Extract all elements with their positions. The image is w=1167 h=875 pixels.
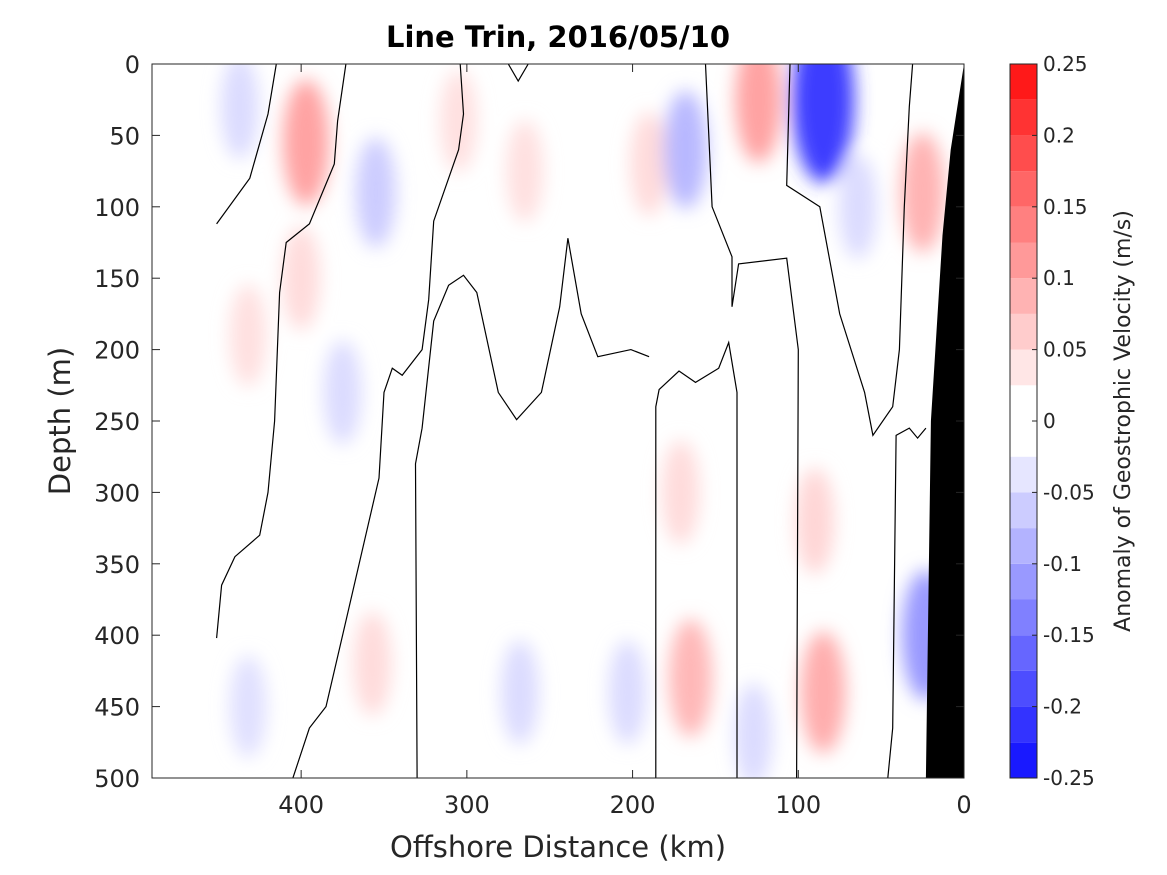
colorbar-segment bbox=[1010, 171, 1037, 207]
zero-contour-line bbox=[216, 64, 277, 225]
y-axis-title: Depth (m) bbox=[43, 347, 77, 495]
anomaly-patch bbox=[734, 683, 773, 778]
zero-contours bbox=[216, 64, 927, 778]
x-tick-label: 0 bbox=[956, 791, 971, 819]
y-tick-label: 50 bbox=[109, 122, 140, 150]
colorbar-segment bbox=[1010, 528, 1037, 564]
chart-title: Line Trin, 2016/05/10 bbox=[386, 20, 730, 54]
colorbar-tick-label: -0.25 bbox=[1043, 766, 1095, 790]
y-tick-label: 500 bbox=[94, 765, 140, 793]
colorbar-tick-label: -0.05 bbox=[1043, 480, 1095, 504]
colorbar-segment bbox=[1010, 670, 1037, 707]
anomaly-fields bbox=[221, 64, 950, 778]
colorbar-segment bbox=[1010, 135, 1037, 172]
colorbar-tick-label: 0.25 bbox=[1043, 52, 1088, 76]
colorbar-segment bbox=[1010, 99, 1037, 136]
anomaly-patch bbox=[323, 340, 362, 445]
y-tick-label: 150 bbox=[94, 265, 140, 293]
zero-contour-line bbox=[786, 64, 914, 437]
anomaly-patch bbox=[501, 640, 539, 745]
colorbar-segment bbox=[1010, 421, 1037, 457]
x-tick-label: 200 bbox=[610, 791, 656, 819]
colorbar-segment bbox=[1010, 563, 1037, 600]
anomaly-patch bbox=[661, 440, 700, 545]
zero-contour-line bbox=[216, 64, 347, 639]
anomaly-patch bbox=[355, 137, 396, 248]
anomaly-patch bbox=[282, 226, 320, 331]
colorbar-tick-label: 0 bbox=[1043, 409, 1056, 433]
colorbar-segment bbox=[1010, 64, 1037, 100]
x-axis: 400 300 200 100 0 bbox=[278, 64, 972, 819]
colorbar-segment bbox=[1010, 349, 1037, 386]
colorbar-segment bbox=[1010, 313, 1037, 350]
y-tick-label: 100 bbox=[94, 194, 140, 222]
anomaly-patch bbox=[353, 611, 392, 716]
anomaly-patch bbox=[735, 64, 782, 163]
zero-contour-line bbox=[292, 64, 465, 778]
x-tick-label: 100 bbox=[775, 791, 821, 819]
colorbar-tick-label: 0.2 bbox=[1043, 123, 1075, 147]
y-tick-label: 450 bbox=[94, 694, 140, 722]
y-tick-label: 350 bbox=[94, 551, 140, 579]
colorbar-tick-label: -0.2 bbox=[1043, 695, 1082, 719]
colorbar-segment bbox=[1010, 599, 1037, 636]
anomaly-patch bbox=[664, 90, 708, 209]
colorbar: 0.25 0.2 0.15 0.1 0.05 0 -0.05 -0.1 -0.15 -0.2 -0.… bbox=[1009, 52, 1095, 790]
anomaly-patch bbox=[229, 284, 267, 387]
colorbar-tick-label: -0.15 bbox=[1043, 623, 1095, 647]
anomaly-patch bbox=[900, 132, 945, 253]
zero-contour-line bbox=[507, 64, 529, 83]
colorbar-segment bbox=[1010, 492, 1037, 529]
anomaly-patch bbox=[282, 79, 330, 206]
colorbar-segment bbox=[1010, 206, 1037, 243]
plot-area: 400 300 200 100 0 0 50 100 150 200 250 300 350 400 45… bbox=[94, 51, 972, 819]
zero-contour-line bbox=[704, 64, 799, 778]
anomaly-patch bbox=[229, 655, 267, 758]
anomaly-patch bbox=[506, 120, 544, 223]
colorbar-tick-label: -0.1 bbox=[1043, 552, 1082, 576]
zero-contour-line bbox=[414, 238, 650, 778]
anomaly-patch bbox=[795, 467, 835, 574]
y-tick-label: 200 bbox=[94, 337, 140, 365]
zero-contour-line bbox=[655, 340, 738, 778]
anomaly-patch bbox=[630, 111, 668, 216]
colorbar-segment bbox=[1010, 385, 1037, 421]
y-tick-label: 400 bbox=[94, 622, 140, 650]
colorbar-title: Anomaly of Geostrophic Velocity (m/s) bbox=[1111, 210, 1136, 632]
y-tick-label: 250 bbox=[94, 408, 140, 436]
anomaly-patch bbox=[440, 70, 477, 173]
zero-contour-line bbox=[887, 427, 927, 778]
x-axis-title: Offshore Distance (km) bbox=[390, 830, 726, 864]
anomaly-patch bbox=[668, 619, 713, 738]
colorbar-tick-label: 0.1 bbox=[1043, 266, 1075, 290]
colorbar-segment bbox=[1010, 706, 1037, 743]
anomaly-patch bbox=[608, 640, 647, 745]
y-axis: 0 50 100 150 200 250 300 350 400 450 500 bbox=[94, 51, 964, 793]
x-tick-label: 300 bbox=[444, 791, 490, 819]
anomaly-patch bbox=[839, 154, 877, 259]
x-tick-label: 400 bbox=[278, 791, 324, 819]
colorbar-tick-label: 0.05 bbox=[1043, 338, 1088, 362]
y-tick-label: 0 bbox=[125, 51, 140, 79]
anomaly-patch bbox=[791, 64, 855, 183]
colorbar-segment bbox=[1010, 456, 1037, 493]
colorbar-segment bbox=[1010, 635, 1037, 671]
colorbar-tick-label: 0.15 bbox=[1043, 195, 1088, 219]
anomaly-patch bbox=[221, 64, 259, 159]
colorbar-segment bbox=[1010, 278, 1037, 314]
colorbar-segment bbox=[1010, 242, 1037, 279]
y-tick-label: 300 bbox=[94, 479, 140, 507]
anomaly-patch bbox=[800, 631, 846, 754]
colorbar-segment bbox=[1010, 742, 1037, 778]
